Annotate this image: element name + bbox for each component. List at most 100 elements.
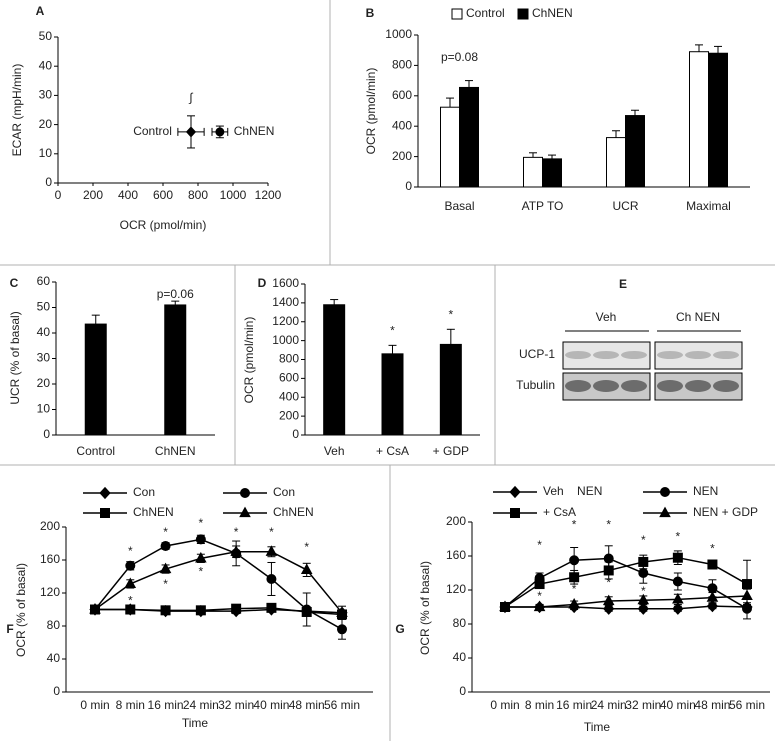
x-tick-label: 32 min	[218, 698, 254, 712]
bar	[523, 156, 543, 188]
blot-band	[593, 351, 619, 359]
annotation: *	[234, 525, 239, 539]
blot-band	[565, 351, 591, 359]
marker	[534, 579, 545, 590]
marker	[603, 602, 615, 615]
blot-band	[713, 351, 739, 359]
panel-letter: F	[6, 622, 13, 636]
marker	[638, 556, 649, 567]
annotation: *	[572, 582, 577, 596]
marker	[160, 605, 171, 616]
y-axis-label: OCR (% of basal)	[14, 563, 28, 657]
marker	[266, 573, 277, 584]
y-tick-label: 120	[446, 582, 466, 596]
legend-marker	[659, 506, 671, 518]
marker	[89, 603, 101, 614]
marker	[638, 568, 649, 578]
x-tick-label: ATP TO	[522, 199, 564, 213]
y-tick-label: 0	[43, 427, 50, 441]
blot-band	[713, 380, 739, 392]
marker	[499, 600, 511, 612]
x-tick-label: 56 min	[729, 698, 765, 712]
y-tick-label: 20	[37, 376, 51, 390]
annotation: *	[641, 533, 646, 547]
x-tick-label: 1200	[255, 188, 282, 202]
legend-label: ChNEN	[273, 505, 314, 519]
marker	[215, 127, 225, 137]
series-line	[504, 556, 748, 608]
marker	[159, 562, 172, 574]
annotation: *	[537, 589, 542, 603]
marker	[160, 540, 171, 551]
marker	[672, 552, 683, 563]
y-tick-label: 1000	[272, 333, 299, 347]
x-tick-label: Maximal	[686, 199, 731, 213]
annotation: *	[641, 584, 646, 598]
y-tick-label: 600	[392, 88, 412, 102]
x-tick-label: Veh	[324, 444, 345, 458]
y-tick-label: 40	[39, 58, 53, 72]
annotation: *	[304, 540, 309, 554]
marker	[265, 545, 278, 556]
annotation: *	[537, 538, 542, 552]
legend-label: + CsA	[543, 505, 576, 519]
y-tick-label: 20	[39, 117, 53, 131]
blot-band	[565, 380, 591, 392]
group-label: Veh	[596, 310, 617, 324]
bar	[84, 323, 107, 436]
y-tick-label: 0	[292, 427, 299, 441]
bar	[689, 51, 709, 188]
bar	[708, 52, 728, 188]
y-tick-label: 50	[37, 300, 51, 314]
y-tick-label: 40	[453, 650, 467, 664]
x-axis-label: OCR (pmol/min)	[120, 218, 207, 232]
legend-label: Veh NEN	[543, 484, 602, 498]
annotation: *	[572, 518, 577, 532]
y-tick-label: 10	[37, 402, 51, 416]
annotation: p=0.06	[157, 287, 194, 301]
marker	[533, 600, 546, 612]
annotation: *	[199, 516, 204, 530]
x-axis-label: Time	[584, 720, 611, 734]
x-tick-label: 32 min	[625, 698, 661, 712]
y-tick-label: 1600	[272, 276, 299, 290]
marker	[301, 606, 312, 617]
marker	[125, 604, 136, 615]
y-tick-label: 200	[392, 149, 412, 163]
y-tick-label: 10	[39, 146, 53, 160]
y-axis-label: UCR (% of basal)	[8, 311, 22, 404]
marker	[230, 545, 242, 556]
annotation: *	[606, 575, 611, 589]
bar	[606, 137, 626, 188]
y-tick-label: 800	[279, 352, 299, 366]
annotation: *	[606, 518, 611, 532]
bar	[164, 304, 187, 436]
y-tick-label: 400	[279, 389, 299, 403]
marker	[569, 555, 580, 566]
panel-letter: G	[395, 622, 404, 636]
point-label: Control	[133, 124, 172, 138]
marker	[195, 605, 206, 616]
x-tick-label: 40 min	[660, 698, 696, 712]
x-tick-label: 800	[188, 188, 208, 202]
x-tick-label: 48 min	[694, 698, 730, 712]
marker	[637, 602, 649, 615]
marker	[706, 591, 719, 602]
x-tick-label: 8 min	[116, 698, 145, 712]
y-tick-label: 160	[446, 548, 466, 562]
x-tick-label: 16 min	[148, 698, 184, 712]
marker	[707, 559, 718, 570]
x-tick-label: 400	[118, 188, 138, 202]
y-tick-label: 1200	[272, 314, 299, 328]
legend-label: NEN	[693, 484, 718, 498]
y-tick-label: 160	[40, 552, 60, 566]
legend-marker	[240, 488, 250, 498]
point-label: ChNEN	[234, 124, 275, 138]
annotation: *	[163, 525, 168, 539]
x-tick-label: Basal	[444, 199, 474, 213]
y-axis-label: OCR (pmol/min)	[242, 317, 256, 404]
x-tick-label: Control	[76, 444, 115, 458]
blot-band	[685, 380, 711, 392]
legend-marker	[100, 508, 110, 518]
x-tick-label: + CsA	[376, 444, 409, 458]
